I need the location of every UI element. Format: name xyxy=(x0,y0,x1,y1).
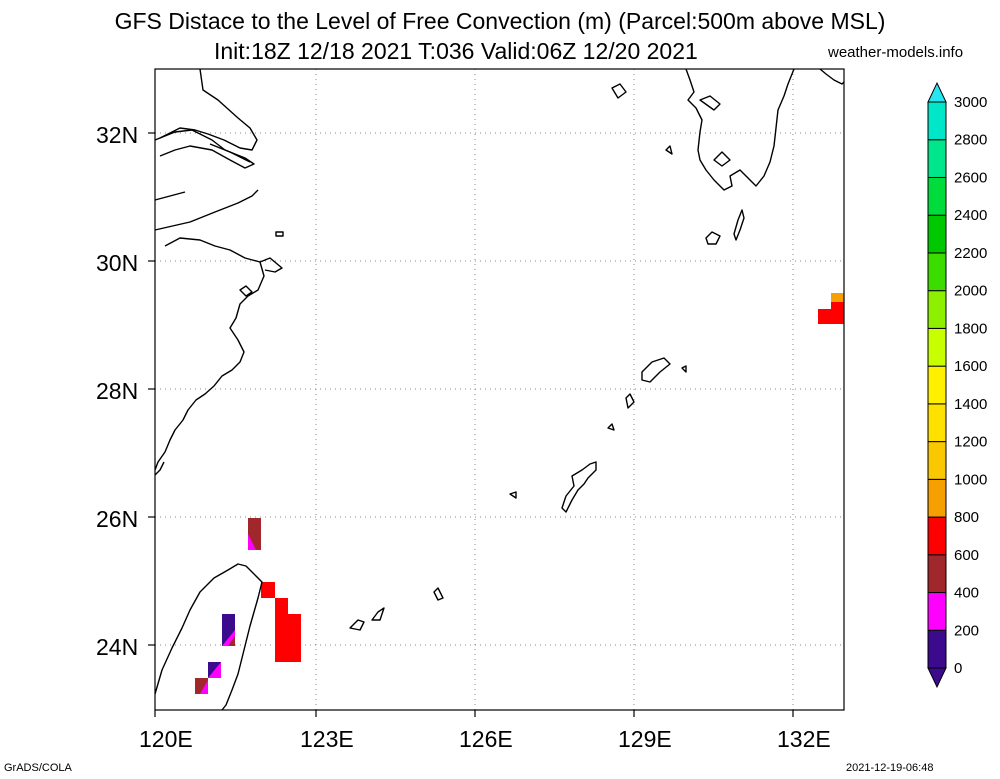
colorbar-segment xyxy=(927,554,947,594)
colorbar-segment xyxy=(927,478,947,518)
colorbar-segment xyxy=(927,139,947,178)
colorbar-label: 2400 xyxy=(954,207,987,224)
data-cell xyxy=(248,534,256,550)
data-cell xyxy=(275,614,301,662)
colorbar-label: 1400 xyxy=(954,396,987,413)
data-cell xyxy=(261,582,275,598)
lat-tick-label: 32N xyxy=(96,122,138,148)
data-cell xyxy=(228,636,235,646)
colorbar-over-arrow xyxy=(927,81,947,103)
colorbar-segment xyxy=(927,365,947,405)
colorbar-label: 1200 xyxy=(954,434,987,451)
data-cell xyxy=(208,662,221,678)
colorbar-segment xyxy=(927,592,947,631)
colorbar-label: 1600 xyxy=(954,358,987,375)
colorbar-segment xyxy=(927,629,947,669)
data-cell xyxy=(275,598,288,614)
colorbar-label: 2800 xyxy=(954,132,987,149)
init-valid-text: Init:18Z 12/18 2021 T:036 Valid:06Z 12/2… xyxy=(214,38,698,64)
lat-tick-label: 26N xyxy=(96,506,138,532)
colorbar-label: 2200 xyxy=(954,245,987,262)
lon-tick-label: 123E xyxy=(300,726,354,752)
lat-tick-label: 30N xyxy=(96,250,138,276)
software-credit: GrADS/COLA xyxy=(4,762,72,774)
lon-tick-label: 129E xyxy=(618,726,672,752)
colorbar-label: 1000 xyxy=(954,471,987,488)
colorbar-segment xyxy=(927,290,947,329)
colorbar-label: 400 xyxy=(954,585,979,602)
colorbar-segment xyxy=(927,214,947,254)
colorbar: 0 200 400 600 800 1000 1200 1400 1600 1800 2000 220… xyxy=(927,81,987,689)
plot-area xyxy=(148,68,845,717)
lat-tick-label: 24N xyxy=(96,634,138,660)
lfc-shading xyxy=(195,293,844,694)
colorbar-segment xyxy=(927,176,947,216)
colorbar-label: 2000 xyxy=(954,283,987,300)
data-cell xyxy=(831,293,844,303)
chart-title: GFS Distace to the Level of Free Convect… xyxy=(114,8,886,34)
colorbar-label: 2600 xyxy=(954,169,987,186)
data-cell xyxy=(831,302,844,310)
colorbar-segment xyxy=(927,327,947,367)
coastlines xyxy=(154,68,845,711)
colorbar-label: 200 xyxy=(954,622,979,639)
lon-tick-label: 126E xyxy=(459,726,513,752)
colorbar-segment xyxy=(927,252,947,292)
gridlines xyxy=(155,69,844,710)
lon-tick-label: 120E xyxy=(139,726,193,752)
colorbar-label: 3000 xyxy=(954,94,987,111)
colorbar-label: 600 xyxy=(954,547,979,564)
lat-tick-label: 28N xyxy=(96,378,138,404)
colorbar-segment xyxy=(927,101,947,141)
colorbar-segment xyxy=(927,516,947,556)
colorbar-label: 1800 xyxy=(954,320,987,337)
generated-timestamp: 2021-12-19-06:48 xyxy=(846,762,934,774)
data-cell xyxy=(818,309,844,324)
lat-axis-labels: 24N 26N 28N 30N 32N xyxy=(96,122,138,660)
colorbar-segment xyxy=(927,441,947,480)
data-cell xyxy=(200,680,208,694)
colorbar-label: 0 xyxy=(954,660,962,677)
lon-tick-label: 132E xyxy=(777,726,831,752)
colorbar-under-arrow xyxy=(927,667,947,689)
lon-axis-labels: 120E 123E 126E 129E 132E xyxy=(139,726,831,752)
colorbar-label: 800 xyxy=(954,509,979,526)
colorbar-segment xyxy=(927,403,947,443)
site-credit: weather-models.info xyxy=(828,44,964,61)
